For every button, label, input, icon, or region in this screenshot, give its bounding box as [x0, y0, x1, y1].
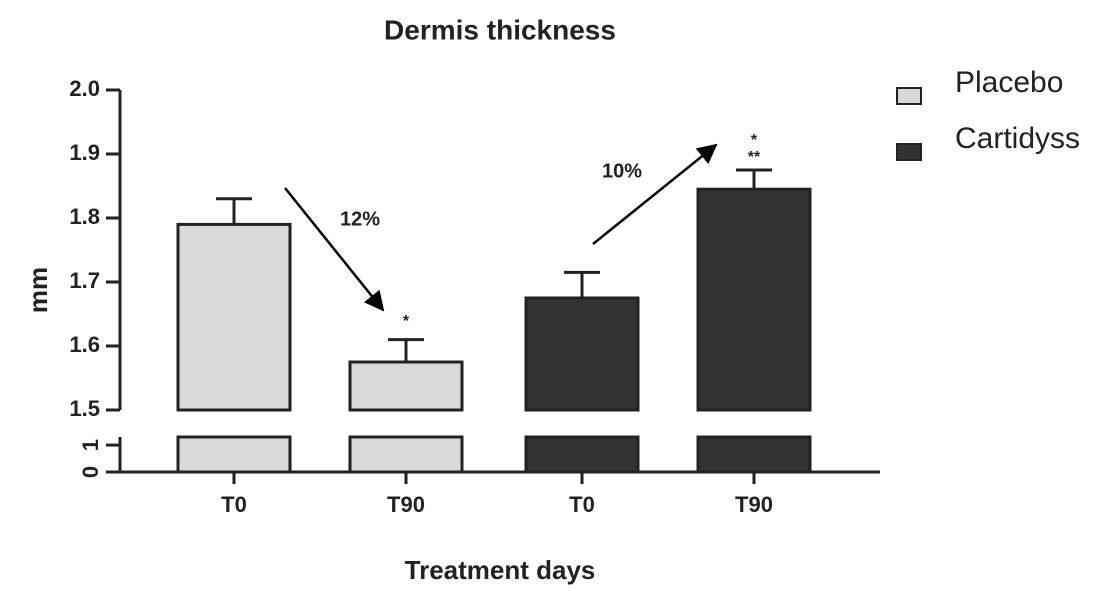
significance: **: [748, 149, 761, 166]
y-tick-label: 1: [78, 439, 103, 451]
chart-title: Dermis thickness: [384, 14, 616, 45]
x-tick-label: T90: [387, 492, 425, 517]
bar: [524, 296, 640, 412]
y-tick-label: 1.6: [69, 332, 100, 357]
significance: *: [403, 313, 410, 330]
bar: [696, 187, 812, 412]
significance: *: [751, 132, 758, 149]
y-tick-label: 1.8: [69, 204, 100, 229]
legend-label: Cartidyss: [955, 122, 1080, 155]
x-tick-label: T0: [221, 492, 247, 517]
y-tick-label: 2.0: [69, 76, 100, 101]
annotation: 10%: [602, 160, 642, 182]
x-tick-label: T90: [735, 492, 773, 517]
bar-lower: [348, 435, 464, 474]
y-axis-label: mm: [23, 267, 53, 313]
bar: [348, 360, 464, 412]
legend-swatch: [896, 143, 922, 161]
y-tick-label: 1.9: [69, 140, 100, 165]
bar-lower: [696, 435, 812, 474]
y-tick-label: 0: [78, 466, 103, 478]
bar: [176, 222, 292, 412]
annotation: 12%: [340, 208, 380, 230]
arrow: [284, 187, 385, 312]
bar-lower: [176, 435, 292, 474]
y-tick-label: 1.7: [69, 268, 100, 293]
legend-swatch: [896, 87, 922, 105]
legend-label: Placebo: [955, 66, 1063, 99]
x-axis-label: Treatment days: [405, 555, 596, 585]
bar-lower: [524, 435, 640, 474]
x-tick-label: T0: [569, 492, 595, 517]
arrow: [592, 143, 718, 245]
y-tick-label: 1.5: [69, 396, 100, 421]
